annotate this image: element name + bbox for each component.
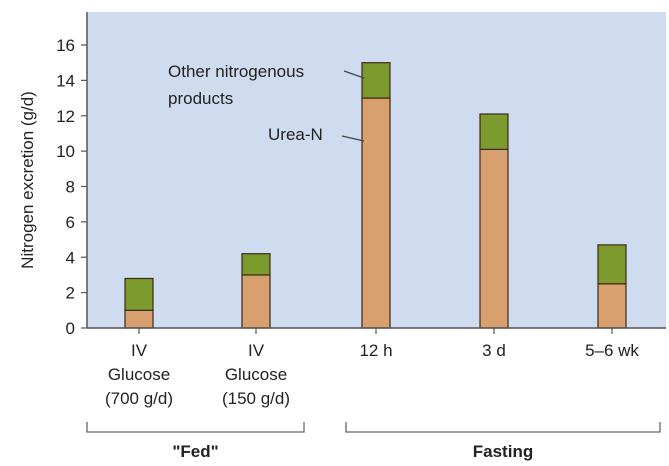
x-labels-group: IV Glucose (700 g/d) IV Glucose (150 g/d) 12 h… xyxy=(105,328,639,408)
y-axis-title: Nitrogen excretion (g/d) xyxy=(18,91,37,269)
bar-segment-other-nitrogenous xyxy=(597,244,627,285)
x-category-label: Glucose xyxy=(225,365,287,384)
annotation-other-nitrogenous: Other nitrogenous xyxy=(168,62,304,81)
bar-segment-other-nitrogenous xyxy=(124,277,154,311)
bar-segment-other-nitrogenous xyxy=(361,62,391,99)
group-bracket xyxy=(86,422,305,433)
bar-segment-urea-n xyxy=(241,274,271,329)
y-tick-label: 8 xyxy=(66,178,75,197)
x-category-label: 12 h xyxy=(359,341,392,360)
annotation-leader-line xyxy=(343,70,365,79)
bar-segment-urea-n xyxy=(479,148,509,329)
bars-group xyxy=(124,62,627,329)
x-category-label: 3 d xyxy=(482,341,506,360)
group-bracket xyxy=(345,422,661,433)
x-category-label: IV xyxy=(248,341,265,360)
x-category-label: (700 g/d) xyxy=(105,389,173,408)
y-tick-label: 14 xyxy=(56,71,75,90)
y-tick-label: 0 xyxy=(66,319,75,338)
bar-segment-urea-n xyxy=(124,309,154,329)
bar-segment-urea-n xyxy=(597,283,627,329)
y-tick-label: 6 xyxy=(66,213,75,232)
y-ticks-group: 0 2 4 6 8 10 12 14 16 xyxy=(56,36,87,338)
category-groups: "Fed" Fasting xyxy=(86,422,661,461)
x-category-label: IV xyxy=(131,341,148,360)
y-tick-label: 4 xyxy=(66,248,75,267)
y-tick-label: 10 xyxy=(56,142,75,161)
group-label: "Fed" xyxy=(172,442,218,461)
annotation-leader-line xyxy=(341,135,365,142)
x-category-label: 5–6 wk xyxy=(585,341,639,360)
bar-segment-other-nitrogenous xyxy=(241,253,271,276)
x-category-label: (150 g/d) xyxy=(222,389,290,408)
x-category-label: Glucose xyxy=(108,365,170,384)
annotation-urea-n: Urea-N xyxy=(268,125,323,144)
bar-segment-other-nitrogenous xyxy=(479,113,509,150)
y-tick-label: 16 xyxy=(56,36,75,55)
bar-segment-urea-n xyxy=(361,97,391,329)
y-tick-label: 12 xyxy=(56,107,75,126)
y-tick-label: 2 xyxy=(66,284,75,303)
group-label: Fasting xyxy=(473,442,533,461)
annotations-group: Other nitrogenous products Urea-N xyxy=(168,62,365,144)
annotation-other-nitrogenous: products xyxy=(168,89,233,108)
